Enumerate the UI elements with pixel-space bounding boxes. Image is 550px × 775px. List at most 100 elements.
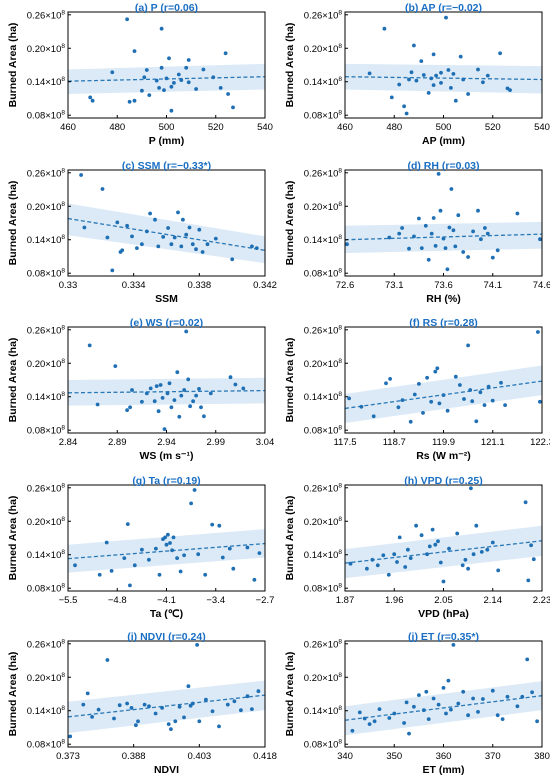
data-point <box>400 226 404 230</box>
data-point <box>412 392 417 397</box>
data-point <box>462 397 466 401</box>
data-point <box>190 701 195 706</box>
data-point <box>388 377 392 381</box>
data-point <box>392 711 397 716</box>
data-point <box>461 250 466 254</box>
data-point <box>425 552 429 557</box>
data-point <box>474 523 479 528</box>
data-point <box>127 99 132 104</box>
y-tick-label: 0.26×108 <box>304 9 343 21</box>
data-point <box>444 711 448 716</box>
panel-title: (e) WS (r=0.02) <box>130 317 203 329</box>
plot-frame <box>67 169 266 277</box>
data-point <box>194 87 199 91</box>
data-point <box>178 569 183 574</box>
data-point <box>525 657 530 662</box>
data-point <box>426 257 431 262</box>
x-tick-label: 2.94 <box>157 437 176 448</box>
chart-panel-3: 0.33 0.334 0.338 0.342 0.08×108 0.14×108 0.20×… <box>7 160 277 305</box>
data-point <box>105 658 110 662</box>
y-tick-label: 0.14×108 <box>304 391 343 403</box>
data-point <box>231 566 236 571</box>
data-point <box>192 488 197 492</box>
x-tick-label: 520 <box>208 122 224 133</box>
data-point <box>468 388 473 392</box>
data-point <box>466 566 470 571</box>
x-axis-label: P (mm) <box>149 135 184 147</box>
data-point <box>213 236 218 241</box>
data-point <box>181 217 185 222</box>
data-point <box>167 56 171 61</box>
data-point <box>88 95 93 100</box>
data-point <box>199 405 203 410</box>
data-point <box>210 522 215 527</box>
data-point <box>226 92 231 96</box>
data-point <box>129 706 134 710</box>
data-point <box>526 578 531 583</box>
data-point <box>407 77 411 82</box>
y-axis-label: Burned Area (ha) <box>7 23 19 108</box>
data-point <box>453 244 458 249</box>
x-tick-label: 340 <box>337 751 353 762</box>
data-point <box>90 715 94 719</box>
data-point <box>449 707 453 712</box>
data-point <box>156 244 161 249</box>
data-point <box>371 414 376 419</box>
data-point <box>466 713 470 718</box>
data-point <box>400 398 405 402</box>
chart-panel-9: 0.373 0.388 0.403 0.418 0.08×108 0.14×108 0.20… <box>7 631 277 775</box>
data-point <box>204 697 208 702</box>
data-point <box>466 343 470 348</box>
data-point <box>140 399 144 404</box>
y-tick-label: 0.20×108 <box>27 43 66 55</box>
plot-frame <box>67 640 266 748</box>
data-point <box>431 216 436 220</box>
data-point <box>412 234 416 239</box>
data-point <box>458 383 462 387</box>
y-axis-label: Burned Area (ha) <box>284 23 296 108</box>
data-point <box>417 693 421 697</box>
data-point <box>476 67 480 72</box>
data-point <box>481 697 485 701</box>
data-point <box>471 696 475 701</box>
data-point <box>136 719 140 724</box>
y-tick-label: 0.20×108 <box>27 516 66 528</box>
data-point <box>485 73 490 78</box>
data-point <box>109 569 114 573</box>
data-point <box>434 73 438 78</box>
x-axis-label: AP (mm) <box>422 135 465 147</box>
panel-title: (c) SSM (r=−0.33*) <box>122 160 211 172</box>
data-point <box>386 572 391 577</box>
data-point <box>200 250 205 254</box>
data-point <box>479 237 483 242</box>
y-tick-label: 0.08×108 <box>27 110 66 122</box>
data-point <box>184 329 189 334</box>
x-tick-label: −4.1 <box>157 595 176 606</box>
data-point <box>529 543 533 548</box>
x-axis-label: Ta (℃) <box>150 608 183 620</box>
data-point <box>403 565 408 569</box>
panel-title: (b) AP (r=−0.02) <box>405 2 482 14</box>
data-point <box>175 370 180 375</box>
data-point <box>186 377 191 382</box>
data-point <box>164 542 169 547</box>
data-point <box>140 242 144 247</box>
x-tick-label: −5.5 <box>59 595 78 606</box>
data-point <box>431 696 436 701</box>
data-point <box>367 722 372 726</box>
y-axis-label: Burned Area (ha) <box>7 496 19 581</box>
data-point <box>474 419 479 424</box>
data-point <box>538 237 542 242</box>
data-point <box>115 220 120 225</box>
data-point <box>162 88 166 92</box>
data-point <box>112 716 116 721</box>
data-point <box>233 382 238 387</box>
x-tick-label: 0.33 <box>59 280 78 291</box>
data-point <box>505 694 510 699</box>
data-point <box>144 229 149 234</box>
regression-line <box>344 540 543 564</box>
panel-title: (j) ET (r=0.35*) <box>408 631 479 643</box>
data-point <box>177 704 182 709</box>
data-point <box>172 235 177 240</box>
x-tick-label: 2.05 <box>434 595 453 606</box>
